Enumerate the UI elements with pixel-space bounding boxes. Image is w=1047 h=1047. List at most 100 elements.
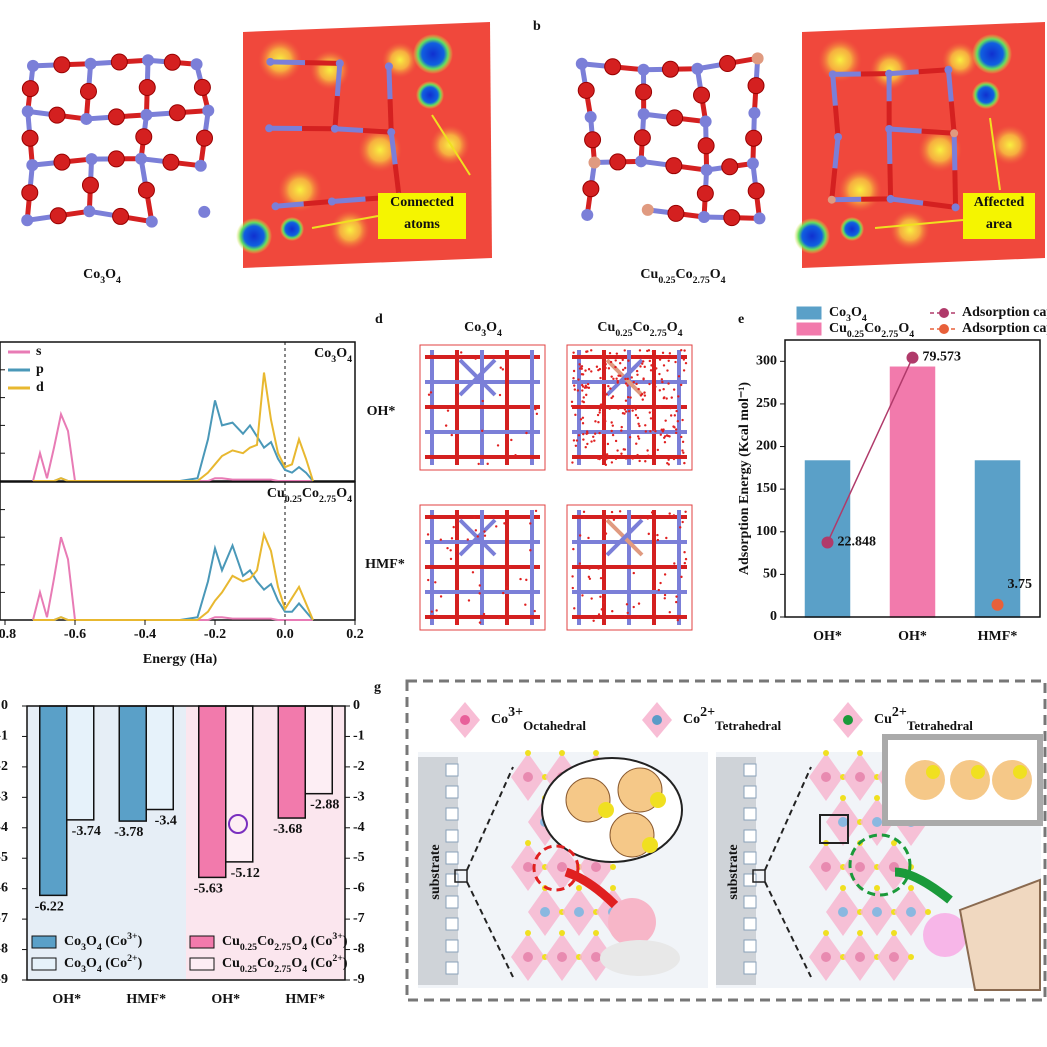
- adsorbate-dot: [434, 581, 437, 584]
- adsorbate-dot: [450, 433, 453, 437]
- oxygen-atom: [667, 204, 685, 222]
- adsorbate-dot: [682, 451, 685, 454]
- bar: [225, 705, 254, 863]
- adsorbate-dot: [624, 399, 628, 402]
- adsorbate-dot: [610, 421, 613, 424]
- bond: [386, 66, 393, 100]
- adsorbate-dot: [599, 404, 602, 407]
- arrow: [894, 867, 953, 904]
- adsorbate-dot: [597, 613, 601, 616]
- adsorbate-dot: [626, 377, 629, 381]
- metal-atom: [21, 105, 34, 118]
- y-tick-label: 300: [756, 354, 777, 369]
- oxygen-atom: [107, 108, 125, 126]
- plots: 012345Co3O4012345Cu0.25Co2.75O4spd-0.8-0…: [0, 305, 1047, 1007]
- oxygen-atom: [163, 53, 181, 71]
- adsorbate-dot: [510, 438, 513, 442]
- adsorbate-dot: [672, 425, 675, 428]
- adsorbate-dot: [619, 374, 622, 378]
- adsorbate-dot: [593, 432, 597, 435]
- adsorbate-dot: [631, 457, 634, 460]
- adsorbate-dot: [534, 407, 537, 411]
- x-tick-label: OH*: [211, 992, 240, 1007]
- adsorbate-dot: [683, 561, 687, 565]
- adsorbate-dot: [495, 525, 498, 528]
- adsorbate-dot: [481, 429, 484, 433]
- arrow: [311, 215, 379, 229]
- y-tick-label: -2: [0, 759, 8, 774]
- adsorbate-dot: [636, 373, 639, 376]
- adsorbate-dot: [449, 557, 453, 561]
- metal-atom: [135, 152, 148, 165]
- adsorbate-dot: [637, 437, 641, 440]
- adsorbate-dot: [599, 595, 602, 598]
- x-tick-label: OH*: [52, 992, 81, 1007]
- value-label: 79.573: [923, 350, 962, 365]
- adsorbate-dot: [672, 457, 676, 461]
- adsorbate-dot: [644, 460, 647, 463]
- adsorbate-dot: [669, 414, 673, 417]
- substrate-label: substrate: [428, 844, 443, 899]
- legend-swatch: [796, 322, 822, 336]
- arrow: [564, 867, 619, 909]
- adsorbate-dot: [585, 393, 588, 397]
- adsorbate-dot: [449, 549, 452, 552]
- adsorbate-dot: [630, 376, 633, 379]
- adsorbate-dot: [636, 416, 640, 420]
- adsorbate-dot: [578, 534, 582, 537]
- oxygen: [891, 840, 897, 846]
- row-label: HMF*: [365, 557, 405, 572]
- adsorbate-dot: [444, 424, 448, 427]
- adsorbate-dot: [586, 382, 590, 386]
- arrow: [431, 114, 471, 176]
- substrate-label: substrate: [726, 844, 741, 899]
- bond: [922, 200, 956, 210]
- oxygen-atom: [135, 128, 153, 146]
- ion-legend: Co3+Octahedral Co2+Tetrahedral Cu2+Tetrahe…: [450, 702, 973, 738]
- cloud: [600, 940, 680, 976]
- metal-atom: [142, 54, 155, 67]
- note: Affected: [974, 195, 1025, 210]
- adsorbate-dot: [684, 557, 688, 561]
- head: [650, 792, 666, 808]
- adsorbate-dot: [610, 461, 614, 464]
- charge-hole: [794, 218, 830, 254]
- y-tick-label: 100: [756, 524, 777, 539]
- x-tick-label: -0.4: [134, 627, 156, 642]
- ion: [838, 907, 848, 917]
- adsorbate-dot: [675, 595, 678, 598]
- adsorbate-dot: [535, 412, 539, 416]
- metal-atom: [828, 70, 837, 79]
- adsorbate-dot: [426, 533, 430, 536]
- adsorbate-dot: [624, 366, 627, 370]
- cell: [743, 917, 757, 931]
- oxygen: [908, 954, 914, 960]
- adsorbate-dot: [673, 562, 676, 565]
- metal-atom: [746, 157, 759, 170]
- oxygen-atom: [665, 157, 683, 175]
- adsorbate-dot: [596, 457, 600, 460]
- adsorbate-dot: [534, 509, 538, 513]
- adsorbate-dot: [577, 378, 580, 381]
- adsorbate-dot: [662, 428, 665, 431]
- bond: [832, 136, 841, 169]
- ion: [591, 952, 601, 962]
- adsorbate-dot: [581, 422, 585, 425]
- adsorbate-dot: [474, 357, 477, 360]
- y-tick-label: -9: [0, 972, 8, 987]
- adsorbate-dot: [581, 389, 584, 392]
- legend-label: Cu0.25Co2.75O4 (Co2+): [222, 953, 348, 975]
- adsorbate-dot: [450, 537, 454, 540]
- oxygen: [525, 930, 531, 936]
- adsorbate-dot: [632, 354, 636, 358]
- value-label: -5.12: [231, 866, 260, 881]
- zoom-line: [466, 881, 514, 978]
- site: Octahedral: [523, 718, 586, 733]
- legend-swatch: [796, 306, 822, 320]
- bond: [605, 518, 644, 557]
- legend-swatch: [31, 935, 57, 949]
- adsorbate-dot: [610, 375, 613, 378]
- adsorbate-dot: [478, 584, 482, 587]
- adsorbate-dot: [659, 433, 662, 436]
- ion-legend-label: Co2+Tetrahedral: [683, 705, 781, 734]
